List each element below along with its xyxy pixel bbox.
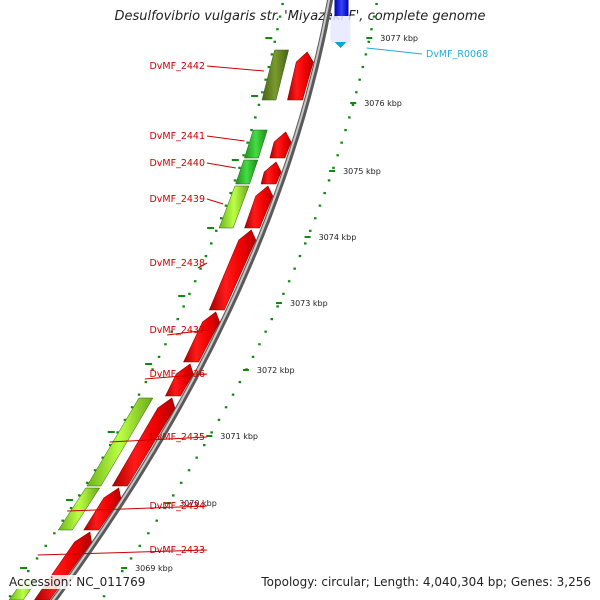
- kbp-tick-label: 3076 kbp: [364, 99, 402, 108]
- orf-box[interactable]: [235, 159, 259, 185]
- kbp-tick-label: 3075 kbp: [343, 167, 381, 176]
- gene-leader-line: [109, 436, 208, 443]
- kbp-tick-label: 3069 kbp: [135, 564, 173, 573]
- rna-label[interactable]: DvMF_R0068: [426, 49, 488, 60]
- rna-block[interactable]: [334, 0, 349, 16]
- genome-summary-text: Topology: circular; Length: 4,040,304 bp…: [261, 575, 591, 589]
- gene-leader-line: [144, 373, 208, 380]
- gene-leader-line: [67, 505, 208, 512]
- cds-arrow-dvmf_2435[interactable]: [111, 397, 176, 487]
- orf-track: [8, 49, 289, 600]
- gene-leader-line: [197, 262, 208, 269]
- orf-box[interactable]: [261, 49, 289, 101]
- cds-arrow-dvmf_2440[interactable]: [260, 161, 282, 185]
- kbp-tick-label: 3074 kbp: [319, 233, 357, 242]
- gene-label-dvmf_2442[interactable]: DvMF_2442: [149, 61, 205, 72]
- scale-ticks: 3077 kbp 3076 kbp 3075 kbp 3074 kbp 3073 kbp…: [121, 34, 418, 573]
- rna-feature: DvMF_R0068: [330, 0, 488, 60]
- genome-title: Desulfovibrio vulgaris str. 'Miyazaki F'…: [114, 9, 486, 24]
- gene-label-dvmf_2441[interactable]: DvMF_2441: [149, 131, 205, 142]
- cds-arrow-dvmf_2442[interactable]: [287, 51, 314, 101]
- kbp-tick-label: 3072 kbp: [257, 366, 295, 375]
- gene-label-dvmf_2437[interactable]: DvMF_2437: [149, 325, 205, 336]
- gene-label-dvmf_2440[interactable]: DvMF_2440: [149, 158, 205, 169]
- rna-shadow: [330, 16, 351, 42]
- gene-label-dvmf_2435[interactable]: DvMF_2435: [149, 432, 205, 443]
- rna-leader-line: [366, 47, 423, 55]
- accession-text: Accession: NC_011769: [9, 575, 146, 589]
- kbp-tick-label: 3071 kbp: [220, 432, 258, 441]
- feature-labels: DvMF_2442 DvMF_2441 DvMF_2440 DvMF_2439 DvMF…: [37, 61, 264, 556]
- cds-arrow-dvmf_2434[interactable]: [83, 487, 122, 531]
- orf-box[interactable]: [86, 397, 154, 487]
- kbp-tick-label: 3070 kbp: [179, 499, 217, 508]
- orf-box[interactable]: [244, 129, 268, 159]
- cds-arrow-dvmf_2437[interactable]: [183, 311, 220, 363]
- gene-leader-line: [206, 162, 236, 169]
- cds-arrow-dvmf_2441[interactable]: [269, 131, 292, 159]
- orf-box[interactable]: [218, 185, 250, 229]
- rna-marker-icon[interactable]: [334, 42, 347, 48]
- cds-arrow-dvmf_2439[interactable]: [244, 185, 274, 229]
- gc-content-dots: [8, 2, 378, 598]
- genome-backbone: [50, 0, 334, 600]
- gene-leader-line: [206, 198, 224, 205]
- gene-leader-line: [206, 65, 264, 72]
- gene-leader-line: [206, 135, 245, 142]
- backbone-highlight: [51, 0, 331, 600]
- cds-track: [34, 51, 314, 600]
- kbp-tick-label: 3077 kbp: [380, 34, 418, 43]
- gene-label-dvmf_2438[interactable]: DvMF_2438: [149, 258, 205, 269]
- orf-box[interactable]: [57, 487, 101, 531]
- kbp-tick-label: 3073 kbp: [290, 299, 328, 308]
- gene-label-dvmf_2439[interactable]: DvMF_2439: [149, 194, 205, 205]
- gene-label-dvmf_2434[interactable]: DvMF_2434: [149, 501, 205, 512]
- gene-leader-line: [167, 329, 208, 336]
- gene-leader-line: [37, 549, 208, 556]
- gene-label-dvmf_2436[interactable]: DvMF_2436: [149, 369, 205, 380]
- cds-arrow-dvmf_2438[interactable]: [208, 229, 257, 311]
- cds-arrow-dvmf_2436[interactable]: [165, 363, 194, 397]
